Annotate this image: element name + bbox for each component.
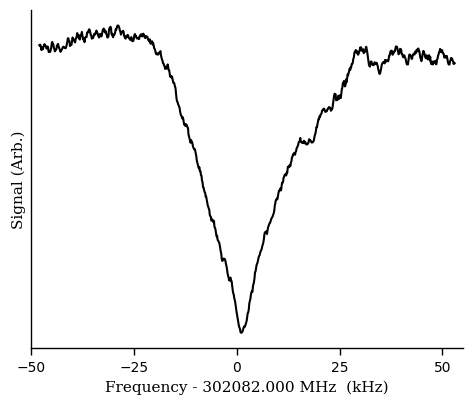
Y-axis label: Signal (Arb.): Signal (Arb.) — [11, 130, 26, 229]
X-axis label: Frequency - 302082.000 MHz  (kHz): Frequency - 302082.000 MHz (kHz) — [105, 379, 389, 394]
